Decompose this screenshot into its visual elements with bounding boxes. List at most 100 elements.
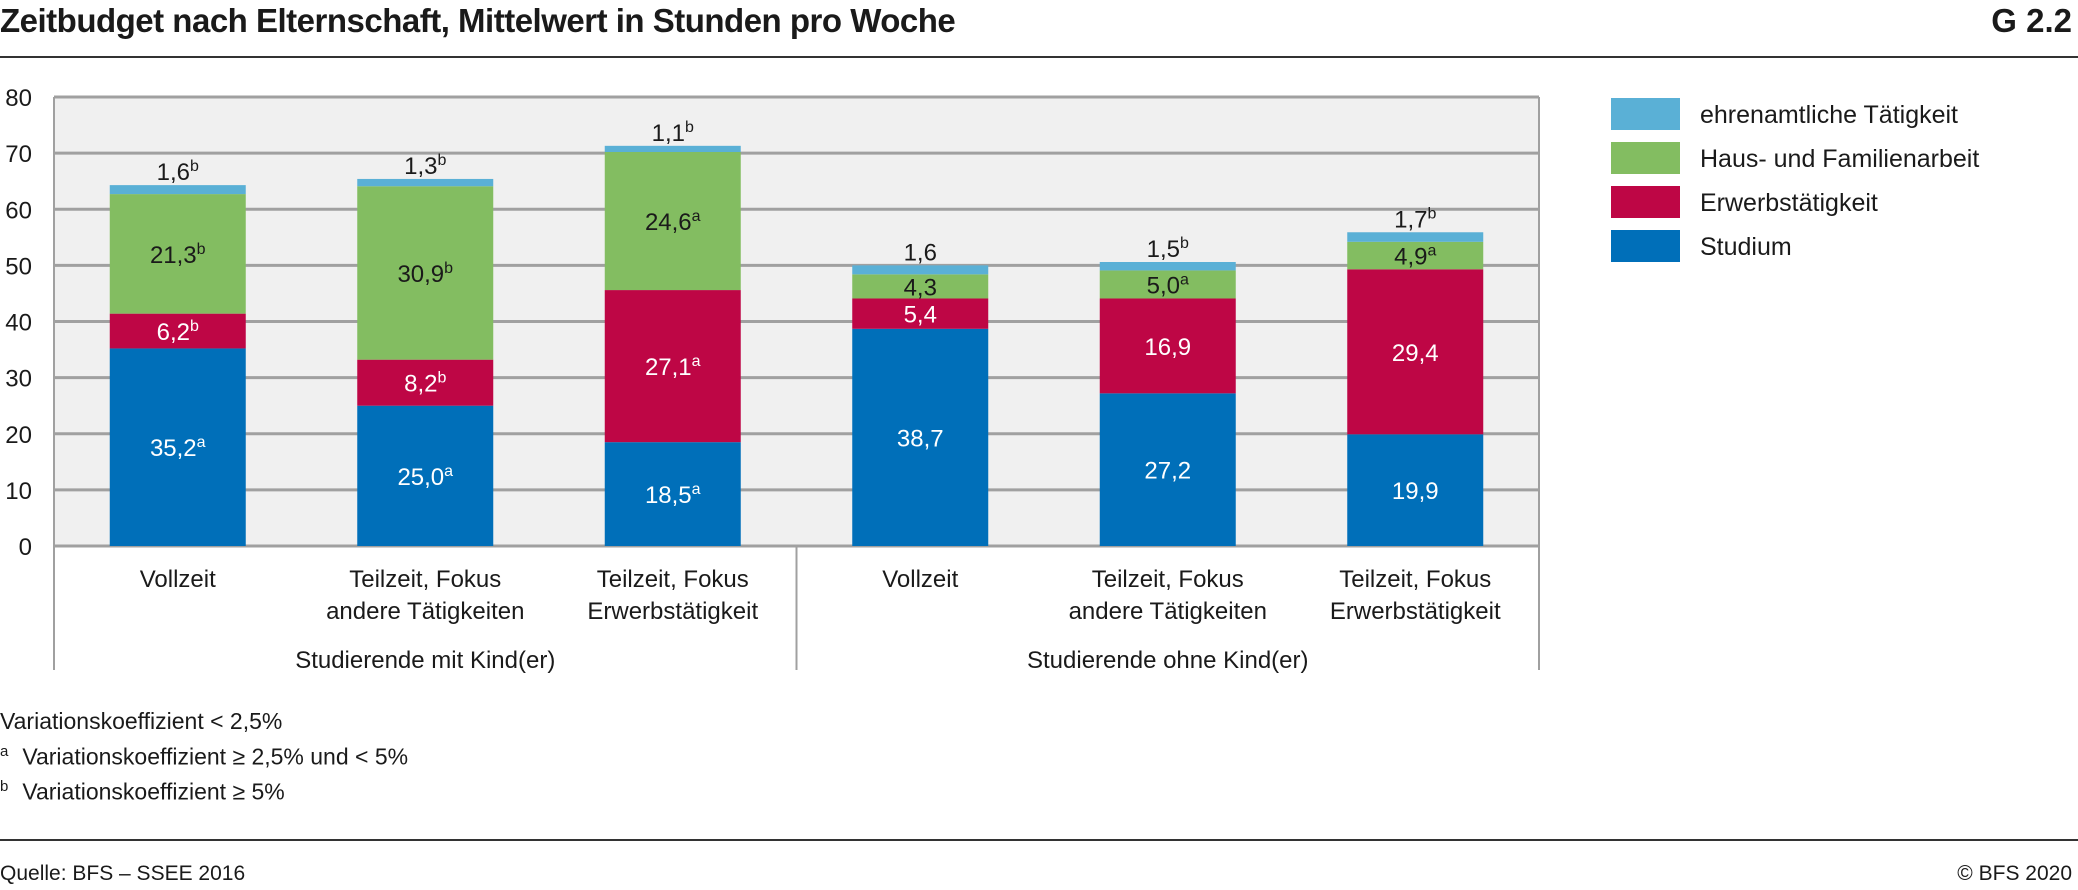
significance-flag: b xyxy=(190,318,199,335)
x-category-label: Teilzeit, Fokus xyxy=(349,566,501,593)
data-label: 16,9 xyxy=(1144,334,1191,361)
bar-segment xyxy=(1347,241,1484,270)
bar-segment xyxy=(852,274,989,299)
data-label: 1,7b xyxy=(1394,205,1436,233)
x-category-label: Vollzeit xyxy=(882,566,958,593)
significance-flag: b xyxy=(1180,235,1189,252)
x-category-label: andere Tätigkeiten xyxy=(1069,598,1267,625)
bar-segment xyxy=(357,186,494,360)
bar-segment xyxy=(357,178,494,187)
title-rule xyxy=(0,56,2078,58)
legend-label: Studium xyxy=(1700,233,1792,261)
bar-segment xyxy=(1099,270,1236,299)
data-label: 35,2a xyxy=(150,434,206,462)
group-label: Studierende ohne Kind(er) xyxy=(1027,647,1309,674)
bar-segment xyxy=(1347,269,1484,435)
data-label: 1,3b xyxy=(404,152,446,180)
y-tick-label: 70 xyxy=(5,141,32,168)
data-label: 4,9a xyxy=(1394,243,1436,271)
significance-flag: a xyxy=(692,208,701,225)
significance-flag: b xyxy=(1427,205,1436,222)
legend-swatch xyxy=(1611,98,1680,130)
significance-flag: b xyxy=(444,260,453,277)
x-category-label: Teilzeit, Fokus xyxy=(597,566,749,593)
footnote-text: Variationskoeffizient ≥ 2,5% und < 5% xyxy=(22,743,409,770)
footnote: a Variationskoeffizient ≥ 2,5% und < 5% xyxy=(0,743,408,771)
data-label: 8,2b xyxy=(404,370,446,398)
legend-swatch xyxy=(1611,186,1680,218)
bar-segment xyxy=(1347,232,1484,242)
footnote-text: Variationskoeffizient < 2,5% xyxy=(0,708,283,734)
significance-flag: b xyxy=(437,370,446,387)
bar-segment xyxy=(109,313,246,349)
bar-segment xyxy=(852,298,989,329)
footnote-mark: a xyxy=(0,743,9,760)
footnote-text: Variationskoeffizient ≥ 5% xyxy=(22,778,285,805)
y-tick-label: 80 xyxy=(5,85,32,112)
x-category-label: andere Tätigkeiten xyxy=(326,598,524,625)
bar-segment xyxy=(109,348,246,546)
data-label: 1,5b xyxy=(1147,235,1189,263)
footnote-mark: b xyxy=(0,778,9,795)
data-label: 1,6 xyxy=(904,239,937,266)
data-label: 27,1a xyxy=(645,353,701,381)
bar-segment xyxy=(852,328,989,546)
legend-label: Haus- und Familienarbeit xyxy=(1700,145,1979,173)
chart-title: Zeitbudget nach Elternschaft, Mittelwert… xyxy=(0,2,956,39)
source-text: Quelle: BFS – SSEE 2016 xyxy=(0,862,246,885)
graphic-number: G 2.2 xyxy=(1991,2,2072,39)
significance-flag: a xyxy=(444,463,453,480)
footnote: Variationskoeffizient < 2,5% xyxy=(0,708,282,735)
bar-segment xyxy=(1347,434,1484,546)
bar-segment xyxy=(604,290,741,443)
y-tick-label: 10 xyxy=(5,478,32,505)
y-tick-label: 40 xyxy=(5,310,32,337)
bar-segment xyxy=(109,185,246,195)
significance-flag: a xyxy=(197,434,206,451)
group-label: Studierende mit Kind(er) xyxy=(295,647,555,674)
data-label: 38,7 xyxy=(897,425,944,452)
significance-flag: b xyxy=(190,158,199,175)
footnote: b Variationskoeffizient ≥ 5% xyxy=(0,778,285,806)
y-tick-label: 30 xyxy=(5,366,32,393)
bar-segment xyxy=(109,194,246,314)
legend-swatch xyxy=(1611,142,1680,174)
bar-segment xyxy=(1099,262,1236,271)
stacked-bar-chart: 0102030405060708035,2a6,2b21,3b1,6bVollz… xyxy=(5,85,1979,674)
data-label: 5,4 xyxy=(904,302,937,329)
bar-segment xyxy=(604,442,741,546)
footer-rule xyxy=(0,839,2078,841)
significance-flag: b xyxy=(437,152,446,169)
data-label: 30,9b xyxy=(397,260,453,288)
y-tick-label: 20 xyxy=(5,422,32,449)
x-category-label: Erwerbstätigkeit xyxy=(587,598,758,625)
y-tick-label: 50 xyxy=(5,253,32,280)
y-tick-label: 60 xyxy=(5,197,32,224)
significance-flag: b xyxy=(197,241,206,258)
legend-swatch xyxy=(1611,230,1680,262)
data-label: 21,3b xyxy=(150,241,206,269)
bar-segment xyxy=(1099,298,1236,394)
data-label: 6,2b xyxy=(157,318,199,346)
data-label: 1,6b xyxy=(157,158,199,186)
x-category-label: Erwerbstätigkeit xyxy=(1330,598,1501,625)
data-label: 25,0a xyxy=(397,463,453,491)
significance-flag: a xyxy=(1427,243,1436,260)
x-category-label: Vollzeit xyxy=(140,566,216,593)
significance-flag: b xyxy=(685,119,694,136)
data-label: 19,9 xyxy=(1392,478,1439,505)
significance-flag: a xyxy=(1180,271,1189,288)
data-label: 1,1b xyxy=(652,119,694,147)
y-tick-label: 0 xyxy=(19,534,32,561)
x-category-label: Teilzeit, Fokus xyxy=(1092,566,1244,593)
data-label: 5,0a xyxy=(1147,271,1189,299)
data-label: 24,6a xyxy=(645,208,701,236)
bar-segment xyxy=(357,359,494,406)
legend-label: ehrenamtliche Tätigkeit xyxy=(1700,101,1958,129)
x-category-label: Teilzeit, Fokus xyxy=(1339,566,1491,593)
significance-flag: a xyxy=(692,481,701,498)
significance-flag: a xyxy=(692,353,701,370)
data-label: 18,5a xyxy=(645,481,701,509)
bar-segment xyxy=(357,405,494,546)
bar-segment xyxy=(852,265,989,275)
